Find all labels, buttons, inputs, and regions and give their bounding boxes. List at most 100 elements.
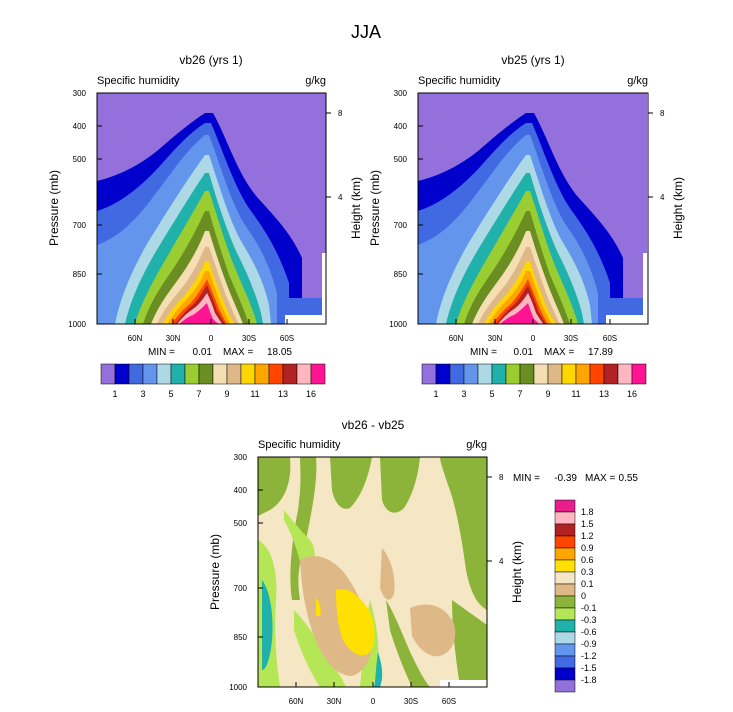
colorbar-swatch: [631, 363, 647, 385]
colorbar-label: 5: [489, 389, 494, 399]
tick-label: 500: [234, 519, 248, 528]
height-ticks: 8 4: [326, 109, 343, 202]
colorbar-label: 0.3: [581, 567, 594, 577]
max-label: MAX =: [585, 473, 615, 484]
panel-vb26: vb26 (yrs 1) Specific humidity g/kg 300 …: [47, 53, 363, 399]
tick-label: 0: [531, 334, 536, 343]
colorbar-swatch: [575, 363, 591, 385]
colorbar-swatch: [170, 363, 186, 385]
min-label: MIN =: [470, 347, 497, 358]
colorbar-swatch: [296, 363, 312, 385]
tick-label: 700: [234, 584, 248, 593]
panel-title: vb26 (yrs 1): [179, 53, 242, 67]
tick-label: 700: [394, 221, 408, 230]
colorbar-swatch: [554, 667, 576, 681]
colorbar-swatch: [554, 655, 576, 669]
colorbar-label: 13: [599, 389, 609, 399]
panel-vb25: vb25 (yrs 1) Specific humidity g/kg 300 …: [368, 53, 685, 399]
main-title: JJA: [351, 22, 381, 42]
colorbar-swatch: [212, 363, 228, 385]
tick-label: 400: [73, 122, 87, 131]
tick-label: 500: [394, 155, 408, 164]
tick-label: 300: [73, 89, 87, 98]
colorbar-swatch: [128, 363, 144, 385]
tick-label: 850: [234, 633, 248, 642]
tick-label: 60N: [449, 334, 464, 343]
colorbar-swatch: [156, 363, 172, 385]
colorbar: 1 3 5 7 9 11 13 16: [100, 363, 326, 399]
colorbar-swatch: [254, 363, 270, 385]
colorbar-label: -0.3: [581, 615, 597, 625]
colorbar-label: 11: [250, 389, 259, 399]
colorbar-swatch: [554, 631, 576, 645]
colorbar-swatch: [589, 363, 605, 385]
lat-ticks: 60N 30N 0 30S 60S: [128, 319, 294, 343]
colorbar-label: 1: [433, 389, 438, 399]
colorbar-label: 1.2: [581, 531, 594, 541]
colorbar-swatch: [114, 363, 130, 385]
panel-subtitle-left: Specific humidity: [418, 75, 501, 87]
colorbar-swatch: [226, 363, 242, 385]
colorbar-label: -0.1: [581, 603, 597, 613]
colorbar-swatch: [554, 547, 576, 561]
colorbar-swatch: [282, 363, 298, 385]
colorbar-swatch: [554, 595, 576, 609]
contour-field: [418, 93, 647, 324]
pressure-ticks: 300 400 500 700 850 1000: [68, 89, 102, 329]
colorbar-swatch: [477, 363, 493, 385]
pressure-ticks: 300 400 500 700 850 1000: [229, 453, 263, 692]
max-value: 0.55: [619, 473, 639, 484]
contour-field: [258, 457, 487, 687]
colorbar-swatch: [554, 499, 576, 513]
tick-label: 300: [394, 89, 408, 98]
colorbar-label: 0.6: [581, 555, 594, 565]
tick-label: 60N: [289, 697, 304, 706]
min-label: MIN =: [148, 347, 175, 358]
panel-title: vb26 - vb25: [342, 418, 405, 432]
tick-label: 4: [660, 193, 665, 202]
min-value: 0.01: [193, 347, 213, 358]
tick-label: 400: [394, 122, 408, 131]
colorbar-label: 1: [112, 389, 117, 399]
colorbar-swatch: [449, 363, 465, 385]
panel-subtitle-left: Specific humidity: [258, 439, 341, 451]
tick-label: 4: [499, 557, 504, 566]
tick-label: 30S: [404, 697, 418, 706]
colorbar-swatch: [561, 363, 577, 385]
colorbar-swatch: [554, 511, 576, 525]
colorbar-swatch: [463, 363, 479, 385]
tick-label: 700: [73, 221, 87, 230]
panel-title: vb25 (yrs 1): [501, 53, 564, 67]
tick-label: 60S: [603, 334, 617, 343]
tick-label: 8: [338, 109, 343, 118]
colorbar-label: 13: [278, 389, 288, 399]
min-max-readout: MIN = 0.01 MAX = 17.89: [470, 347, 613, 358]
colorbar-label: -0.6: [581, 627, 597, 637]
colorbar-swatch: [603, 363, 619, 385]
tick-label: 8: [499, 473, 504, 482]
colorbar-swatch: [547, 363, 563, 385]
colorbar-swatch: [554, 643, 576, 657]
tick-label: 0: [209, 334, 214, 343]
colorbar-swatch: [533, 363, 549, 385]
tick-label: 60S: [442, 697, 456, 706]
min-value: 0.01: [514, 347, 534, 358]
colorbar-swatch: [554, 679, 576, 693]
tick-label: 60N: [128, 334, 143, 343]
y2-axis-label: Height (km): [671, 177, 685, 239]
contour-field: [97, 93, 326, 324]
colorbar-label: 5: [168, 389, 173, 399]
min-max-readout: MIN = 0.01 MAX = 18.05: [148, 347, 292, 358]
colorbar-swatch: [554, 583, 576, 597]
colorbar-label: -1.5: [581, 663, 597, 673]
colorbar-swatch: [240, 363, 256, 385]
colorbar-label: 7: [517, 389, 522, 399]
panel-subtitle-right: g/kg: [627, 75, 648, 87]
colorbar-swatch: [554, 619, 576, 633]
colorbar-label: 3: [461, 389, 466, 399]
colorbar-swatch: [554, 559, 576, 573]
min-value: -0.39: [554, 473, 577, 484]
colorbar-swatch: [198, 363, 214, 385]
max-label: MAX =: [544, 347, 574, 358]
tick-label: 850: [73, 270, 87, 279]
